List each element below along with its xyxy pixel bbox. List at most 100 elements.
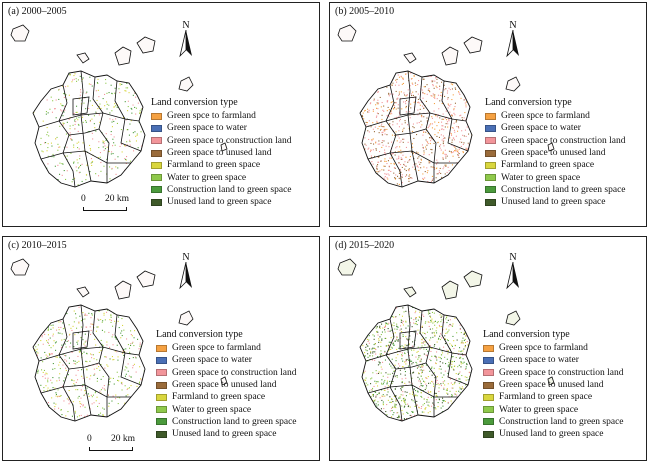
- north-arrow-icon: [506, 262, 519, 290]
- map-panel-a: (a) 2000–2005 N Land conversion type Gre…: [2, 2, 320, 227]
- island-outline: [403, 52, 417, 64]
- legend: Land conversion type Green spce to farml…: [156, 329, 297, 440]
- legend-item: Green space to construction land: [483, 367, 624, 379]
- legend-item-label: Green space to construction land: [499, 367, 624, 378]
- island-outline: [547, 376, 555, 386]
- legend-swatch: [485, 137, 496, 145]
- legend-swatch: [151, 149, 162, 157]
- map-area: [10, 258, 228, 422]
- district-boundary: [38, 112, 140, 128]
- island-outline: [441, 280, 459, 300]
- legend-item: Green space to construction land: [485, 135, 626, 147]
- island-outline: [76, 286, 90, 298]
- legend-swatch: [483, 356, 494, 364]
- legend-swatch: [156, 356, 167, 364]
- legend-item-label: Green space to water: [167, 123, 247, 134]
- legend-item-label: Unused land to green space: [501, 197, 606, 208]
- legend-swatch: [485, 161, 496, 169]
- panel-title: (b) 2005–2010: [335, 6, 395, 17]
- legend-item: Construction land to green space: [483, 416, 624, 428]
- legend-swatch: [156, 369, 167, 377]
- scale-line: [83, 207, 127, 211]
- north-arrow-icon: [506, 30, 519, 58]
- scale-bar: 0 20 km: [87, 434, 147, 454]
- region-outline: [32, 70, 146, 188]
- legend-item: Green space to unused land: [151, 147, 292, 159]
- island-outline: [547, 142, 555, 152]
- legend-item-label: Farmland to green space: [167, 160, 261, 171]
- legend-item: Water to green space: [156, 403, 297, 415]
- scale-distance: 20 km: [111, 434, 136, 444]
- island-outline: [403, 286, 417, 298]
- legend-items: Green spce to farmland Green space to wat…: [485, 110, 626, 208]
- legend-swatch: [151, 174, 162, 182]
- legend-item: Green space to unused land: [156, 379, 297, 391]
- legend-swatch: [156, 344, 167, 352]
- legend-swatch: [485, 186, 496, 194]
- north-label: N: [509, 252, 517, 263]
- map-panel-b: (b) 2005–2010 N Land conversion type Gre…: [329, 2, 647, 227]
- legend-item-label: Water to green space: [172, 404, 252, 415]
- legend-item-label: Green space to construction land: [172, 367, 297, 378]
- legend-item-label: Green space to water: [501, 123, 581, 134]
- legend-item: Green space to water: [485, 122, 626, 134]
- legend-item-label: Construction land to green space: [499, 416, 624, 427]
- island-outline: [10, 24, 30, 42]
- legend-swatch: [483, 418, 494, 426]
- legend-item-label: Green spce to farmland: [499, 343, 588, 354]
- district-boundary: [72, 96, 90, 116]
- legend-item: Water to green space: [485, 171, 626, 183]
- island-outline: [136, 36, 156, 54]
- legend-item: Green space to unused land: [483, 379, 624, 391]
- map-panel-c: (c) 2010–2015 N Land conversion type Gre…: [2, 236, 320, 461]
- legend-item-label: Construction land to green space: [172, 416, 297, 427]
- island-outline: [337, 24, 357, 42]
- legend-item-label: Construction land to green space: [167, 184, 292, 195]
- island-outline: [178, 310, 194, 326]
- north-label: N: [182, 252, 190, 263]
- legend-items: Green spce to farmland Green space to wat…: [483, 342, 624, 440]
- island-outline: [463, 36, 483, 54]
- legend-swatch: [483, 406, 494, 414]
- legend-item: Unused land to green space: [151, 196, 292, 208]
- legend-item: Unused land to green space: [485, 196, 626, 208]
- legend-item-label: Unused land to green space: [167, 197, 272, 208]
- north-arrow-icon: [179, 30, 192, 58]
- district-boundary: [38, 346, 140, 362]
- scale-zero: 0: [87, 434, 92, 444]
- legend-item-label: Water to green space: [167, 172, 247, 183]
- legend-swatch: [485, 149, 496, 157]
- island-outline: [114, 46, 132, 66]
- district-boundary: [68, 362, 100, 370]
- legend-item-label: Green space to water: [499, 355, 579, 366]
- legend-items: Green spce to farmland Green space to wat…: [156, 342, 297, 440]
- island-outline: [178, 76, 194, 92]
- panel-title: (a) 2000–2005: [8, 6, 67, 17]
- legend-item: Unused land to green space: [483, 428, 624, 440]
- legend-title: Land conversion type: [483, 329, 570, 340]
- district-boundary: [80, 70, 92, 182]
- legend-item: Green space to construction land: [151, 135, 292, 147]
- legend-swatch: [151, 186, 162, 194]
- legend-title: Land conversion type: [156, 329, 243, 340]
- legend-item-label: Farmland to green space: [501, 160, 595, 171]
- legend-item: Green space to construction land: [156, 367, 297, 379]
- map-area: [10, 24, 228, 188]
- legend-item-label: Green space to unused land: [172, 380, 277, 391]
- legend-swatch: [483, 369, 494, 377]
- legend: Land conversion type Green spce to farml…: [483, 329, 624, 440]
- district-boundary: [72, 330, 90, 350]
- legend-item: Green space to water: [483, 354, 624, 366]
- legend-item-label: Green space to unused land: [499, 380, 604, 391]
- legend-swatch: [151, 124, 162, 132]
- legend-item-label: Green space to construction land: [501, 135, 626, 146]
- legend-item: Construction land to green space: [156, 416, 297, 428]
- legend-item-label: Green spce to farmland: [501, 111, 590, 122]
- legend-swatch: [156, 430, 167, 438]
- legend-item: Unused land to green space: [156, 428, 297, 440]
- legend-swatch: [483, 381, 494, 389]
- legend-item: Green spce to farmland: [151, 110, 292, 122]
- north-label: N: [509, 20, 517, 31]
- district-boundary: [114, 80, 142, 152]
- legend-swatch: [485, 112, 496, 120]
